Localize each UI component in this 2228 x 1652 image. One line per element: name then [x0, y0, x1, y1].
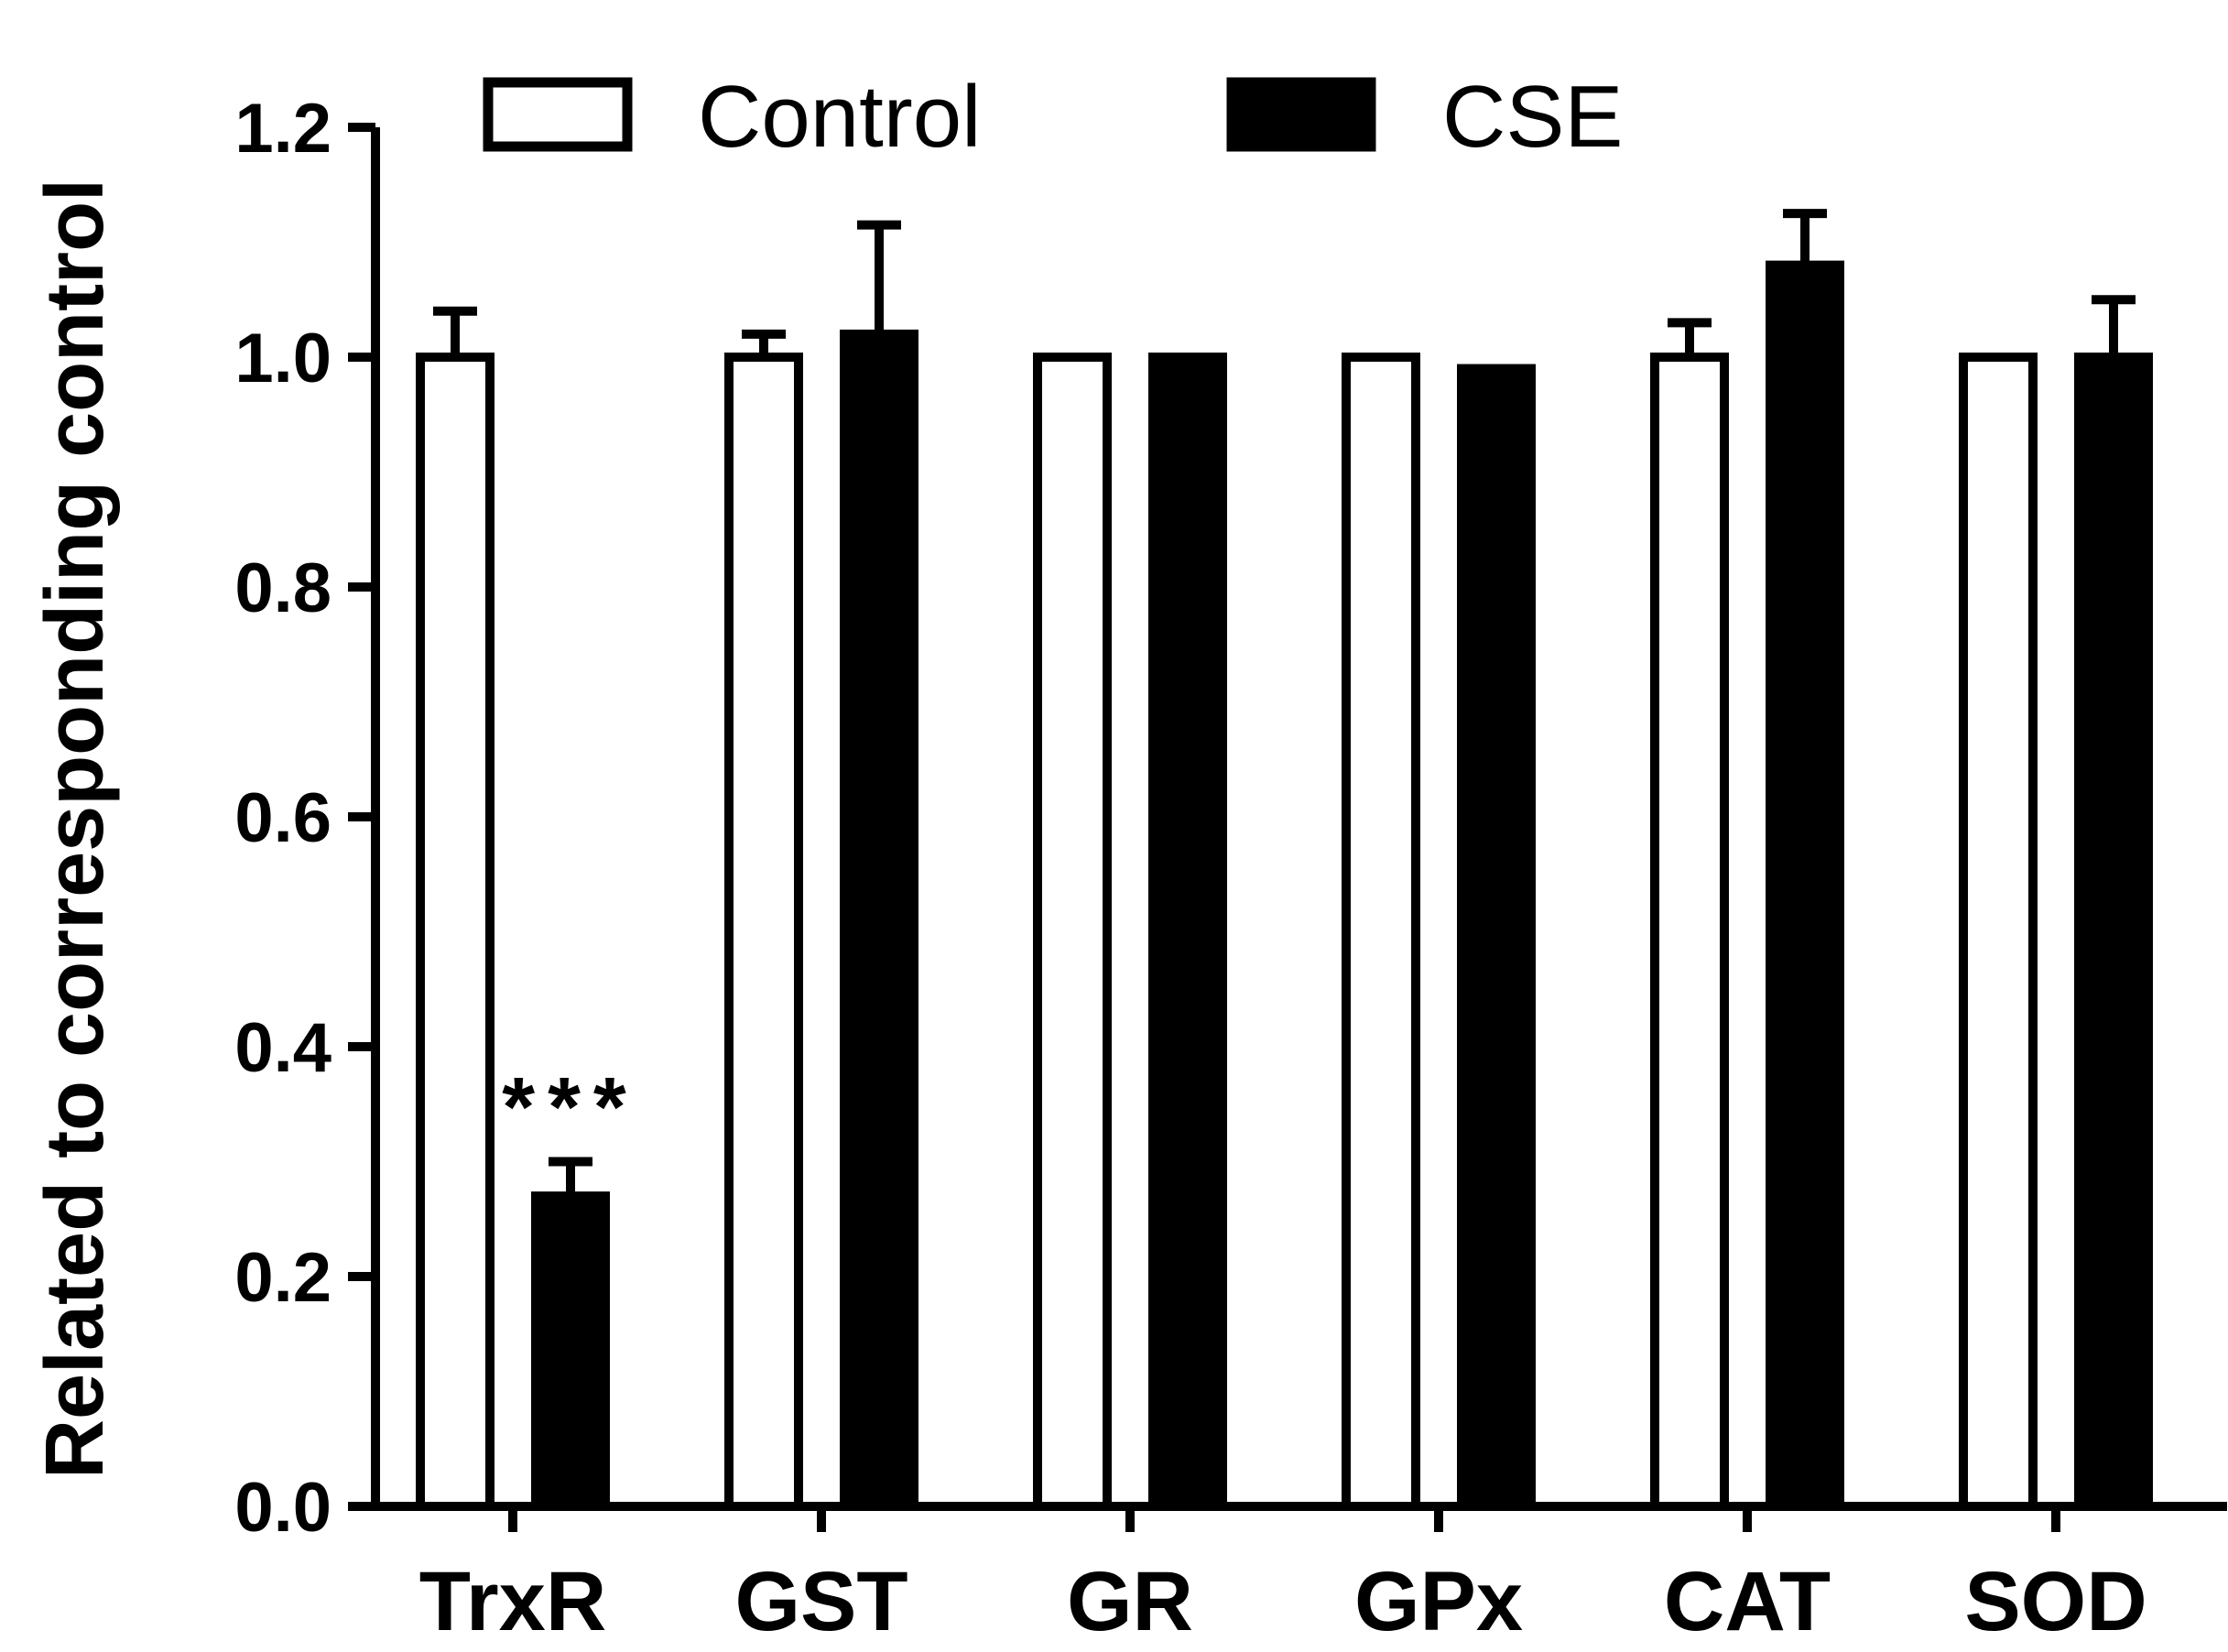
annotations: ***	[502, 1061, 638, 1155]
x-category-label: TrxR	[419, 1555, 607, 1648]
bar-control-sod	[1959, 353, 2038, 1511]
x-category-label: CAT	[1664, 1555, 1831, 1648]
legend-swatch-control	[483, 77, 633, 152]
y-tick-label: 1.0	[234, 320, 331, 397]
bar-cse-gr	[1148, 353, 1227, 1511]
bar-cse-sod	[2074, 353, 2153, 1511]
legend-swatch-cse	[1226, 77, 1376, 152]
x-category-label: GPx	[1354, 1555, 1523, 1648]
bar-cse-cat	[1766, 260, 1844, 1512]
bar-cse-gpx	[1457, 364, 1536, 1511]
x-axis-categories: TrxR GST GR GPx CAT SOD	[419, 1506, 2147, 1648]
bars	[416, 260, 2153, 1512]
bar-control-cat	[1650, 353, 1729, 1511]
x-category-label: SOD	[1964, 1555, 2146, 1648]
y-tick-label: 0.2	[234, 1239, 331, 1317]
x-category-label: GST	[734, 1555, 908, 1648]
y-tick-label: 0.6	[234, 779, 331, 857]
legend-label-cse: CSE	[1442, 68, 1623, 166]
bar-control-trxr	[416, 353, 495, 1511]
y-tick-label: 0.0	[234, 1469, 331, 1547]
y-tick-label: 0.4	[234, 1009, 331, 1087]
bar-control-gpx	[1342, 353, 1420, 1511]
bar-control-gst	[724, 353, 803, 1511]
legend-label-control: Control	[698, 68, 981, 166]
y-tick-label: 1.2	[234, 90, 331, 168]
bar-cse-trxr	[531, 1191, 610, 1512]
y-tick-label: 0.8	[234, 549, 331, 627]
y-axis-label: Related to corresponding control	[29, 179, 121, 1479]
x-category-label: GR	[1067, 1555, 1193, 1648]
significance-marker: ***	[502, 1061, 638, 1155]
y-axis-ticks: 0.0 0.2 0.4 0.6 0.8 1.0 1.2	[234, 90, 375, 1547]
error-bars	[433, 209, 2136, 1197]
bar-control-gr	[1033, 353, 1112, 1511]
bar-cse-gst	[840, 329, 918, 1511]
legend: Control CSE	[483, 68, 1623, 166]
